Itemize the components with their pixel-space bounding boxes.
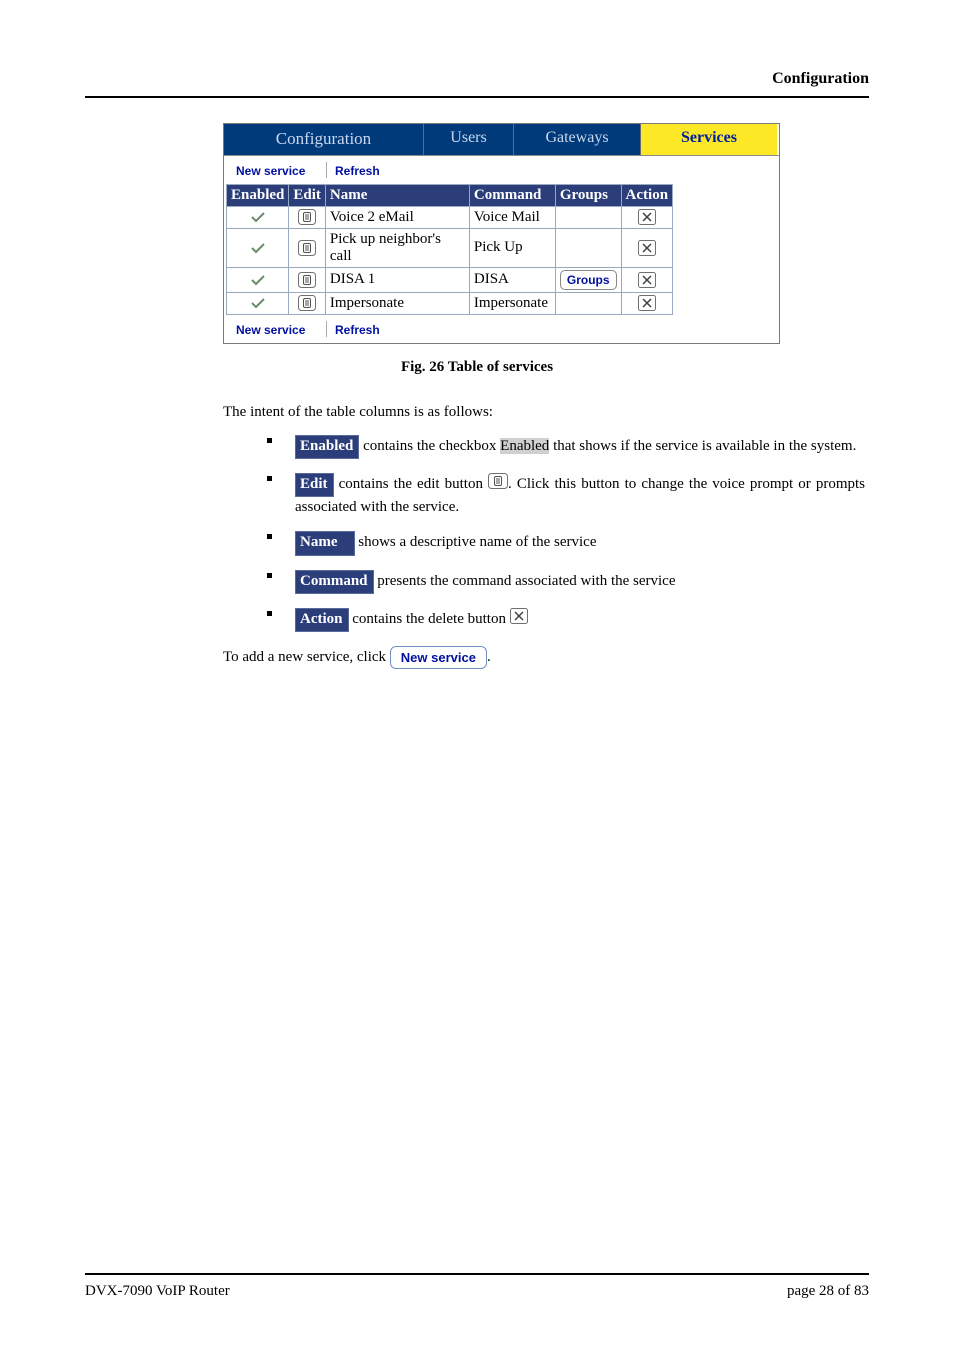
table-row: Pick up neighbor's callPick Up [227,228,673,267]
edit-icon-inline [488,473,508,495]
cell-name: DISA 1 [325,267,469,292]
edit-button[interactable] [293,209,321,225]
col-name: Name [325,184,469,206]
delete-button[interactable] [626,240,669,256]
services-table: Enabled Edit Name Command Groups Action … [226,184,673,315]
cell-command: Impersonate [469,292,555,314]
services-screenshot: Configuration Users Gateways Services Ne… [223,123,780,344]
badge-action: Action [295,608,349,632]
toolbar-separator [326,162,327,178]
cell-groups [555,228,621,267]
refresh-link-bottom[interactable]: Refresh [335,323,380,337]
new-service-link-bottom[interactable]: New service [236,323,326,337]
cell-command: Pick Up [469,228,555,267]
tab-configuration[interactable]: Configuration [224,124,424,155]
table-row: Voice 2 eMailVoice Mail [227,206,673,228]
col-command: Command [469,184,555,206]
enabled-check-icon[interactable] [231,210,284,224]
cell-command: Voice Mail [469,206,555,228]
edit-button[interactable] [293,295,321,311]
desc-action: Action contains the delete button [223,608,865,632]
delete-button[interactable] [626,272,669,288]
new-service-button-inline[interactable]: New service [390,646,487,669]
delete-button[interactable] [626,295,669,311]
bullet-icon [267,611,272,616]
desc-action-text: contains the delete button [349,611,510,627]
col-edit: Edit [289,184,326,206]
delete-button[interactable] [626,209,669,225]
footer-right: page 28 of 83 [787,1283,869,1300]
desc-enabled: Enabled contains the checkbox Enabled th… [223,435,865,459]
col-action: Action [621,184,673,206]
tab-gateways[interactable]: Gateways [514,124,641,155]
bullet-icon [267,476,272,481]
new-service-link-top[interactable]: New service [236,164,326,178]
badge-command: Command [295,570,374,594]
table-row: ImpersonateImpersonate [227,292,673,314]
groups-button[interactable]: Groups [560,270,617,290]
toolbar-top: New service Refresh [224,156,779,184]
page-header-title: Configuration [85,70,869,88]
cell-name: Pick up neighbor's call [325,228,469,267]
cell-groups [555,206,621,228]
col-groups: Groups [555,184,621,206]
toolbar-separator [326,321,327,337]
bullet-icon [267,438,272,443]
tab-services[interactable]: Services [641,124,777,155]
tab-users[interactable]: Users [424,124,514,155]
tab-bar: Configuration Users Gateways Services [224,124,779,156]
desc-edit: Edit contains the edit button . Click th… [223,473,865,518]
cell-name: Impersonate [325,292,469,314]
desc-command-text: presents the command associated with the… [374,573,676,589]
enabled-check-icon[interactable] [231,241,284,255]
delete-icon-inline [510,608,528,630]
enabled-check-icon[interactable] [231,273,284,287]
header-rule [85,96,869,98]
desc-command: Command presents the command associated … [223,570,865,594]
bullet-icon [267,573,272,578]
edit-button[interactable] [293,272,321,288]
cell-name: Voice 2 eMail [325,206,469,228]
badge-enabled: Enabled [295,435,359,459]
add-service-sentence: To add a new service, click New service. [223,646,865,669]
badge-edit: Edit [295,473,334,497]
cell-command: DISA [469,267,555,292]
footer-left: DVX-7090 VoIP Router [85,1283,230,1300]
enabled-check-icon[interactable] [231,296,284,310]
desc-enabled-text-b: that shows if the service is available i… [549,438,856,454]
desc-name-text: shows a descriptive name of the service [355,534,597,550]
edit-button[interactable] [293,240,321,256]
table-row: DISA 1DISAGroups [227,267,673,292]
desc-enabled-text-a: contains the checkbox [359,438,500,454]
footer-rule [85,1273,869,1275]
desc-edit-text-a: contains the edit button [334,476,489,492]
desc-enabled-highlight: Enabled [500,438,549,454]
col-enabled: Enabled [227,184,289,206]
cell-groups: Groups [555,267,621,292]
column-descriptions: Enabled contains the checkbox Enabled th… [223,435,865,633]
intro-text: The intent of the table columns is as fo… [223,404,865,421]
page-footer: DVX-7090 VoIP Router page 28 of 83 [85,1266,869,1301]
bullet-icon [267,534,272,539]
badge-name: Name [295,531,355,555]
toolbar-bottom: New service Refresh [224,315,779,343]
add-service-suffix: . [487,649,491,665]
desc-name: Name shows a descriptive name of the ser… [223,531,865,555]
figure-caption: Fig. 26 Table of services [85,359,869,376]
add-service-prefix: To add a new service, click [223,649,390,665]
cell-groups [555,292,621,314]
refresh-link-top[interactable]: Refresh [335,164,380,178]
